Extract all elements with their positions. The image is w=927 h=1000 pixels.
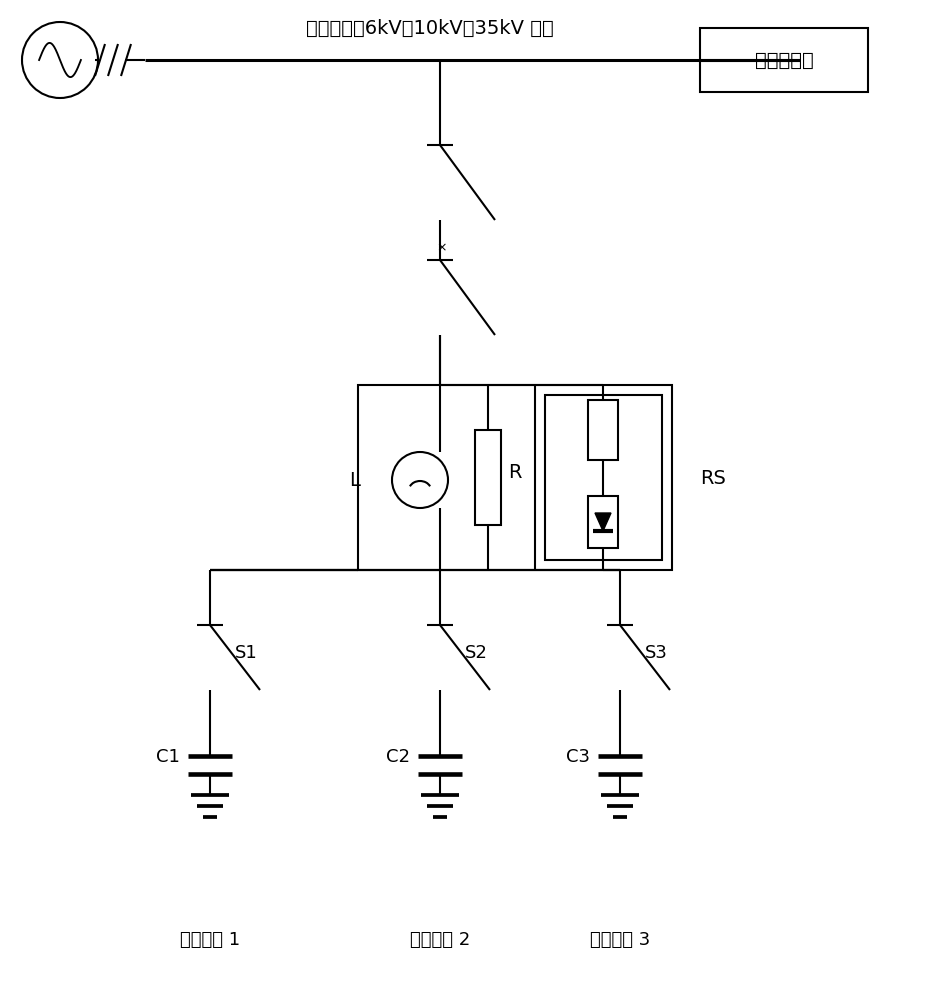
Text: C3: C3 [565, 748, 590, 766]
Bar [358, 385, 671, 570]
Text: L: L [349, 471, 360, 489]
Text: S1: S1 [235, 644, 258, 662]
Text: ×: × [437, 241, 447, 254]
Text: 系统母线（6kV、10kV、35kV 等）: 系统母线（6kV、10kV、35kV 等） [306, 19, 553, 38]
Text: RS: RS [699, 468, 725, 488]
Bar [544, 395, 661, 560]
Text: S3: S3 [644, 644, 667, 662]
Bar [699, 28, 867, 92]
Text: S2: S2 [464, 644, 488, 662]
Text: 电容器组 1: 电容器组 1 [180, 931, 240, 949]
Text: 电容器组 3: 电容器组 3 [590, 931, 650, 949]
Bar [588, 496, 617, 548]
Text: C1: C1 [156, 748, 180, 766]
Text: R: R [507, 464, 521, 483]
Text: 非线性负载: 非线性负载 [754, 50, 812, 70]
Polygon shape [594, 513, 610, 531]
Text: 电容器组 2: 电容器组 2 [410, 931, 470, 949]
Bar [588, 400, 617, 460]
Text: C2: C2 [386, 748, 410, 766]
Bar [475, 430, 501, 525]
